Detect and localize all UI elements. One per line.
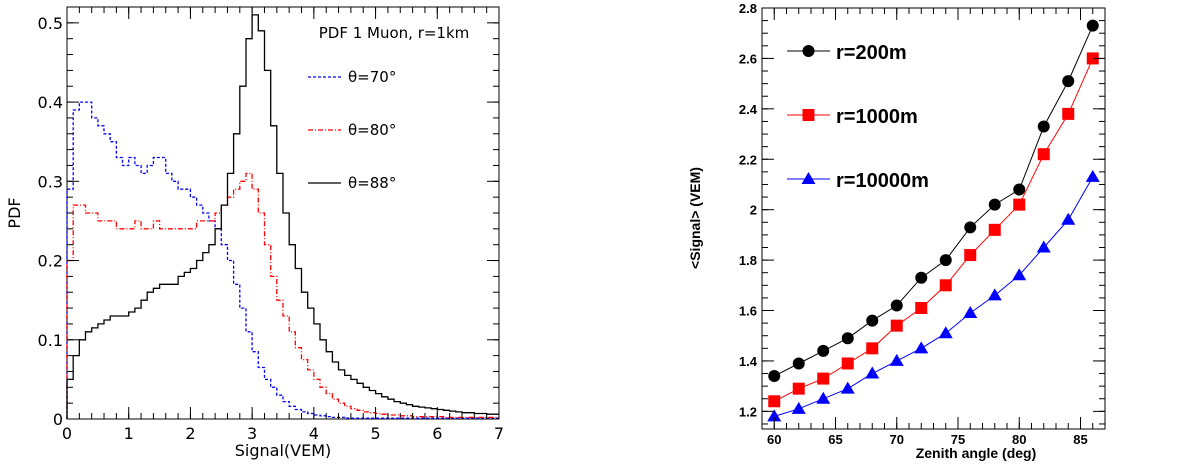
- left-legend: θ=70° θ=80° θ=88°: [308, 68, 396, 192]
- right-series-r-200m-point: [964, 221, 977, 234]
- left-x-tick-label: 7: [494, 424, 504, 443]
- left-x-tick-label: 5: [370, 424, 380, 443]
- left-y-axis-label: PDF: [5, 197, 24, 228]
- right-series-r-200m-point: [1062, 75, 1075, 88]
- right-axes: 60 65 70 75 80 85 1.2 1.4 1.6 1.8 2 2.2 2.4 2.6 2.8: [739, 1, 1106, 447]
- right-series-r-10000m-point: [840, 381, 855, 394]
- left-x-tick-label: 4: [309, 424, 319, 443]
- right-x-tick-label: 60: [767, 432, 781, 447]
- right-y-tick-label: 2.8: [739, 1, 757, 16]
- right-series-r-200m-point: [939, 254, 952, 267]
- right-y-tick-label: 2.6: [739, 51, 757, 66]
- right-legend-label-r-200m: r=200m: [836, 42, 907, 64]
- right-legend-label-r-1000m: r=1000m: [836, 106, 918, 128]
- right-y-tick-label: 2: [750, 203, 757, 218]
- right-x-tick-label: 85: [1073, 432, 1087, 447]
- right-y-tick-label: 1.2: [739, 404, 757, 419]
- left-x-tick-label: 0: [62, 424, 72, 443]
- right-series-r-10000m-point: [1036, 240, 1051, 253]
- left-legend-label-70: θ=70°: [348, 68, 396, 86]
- right-legend: r=200m r=1000m r=10000m: [787, 42, 929, 192]
- left-series-88-line: [66, 14, 499, 419]
- right-series-r-200m-point: [1037, 120, 1050, 133]
- right-series-r-1000m-point: [939, 279, 952, 292]
- right-series-r-200m-point: [817, 344, 830, 357]
- left-chart: 0 1 2 3 4 5 6 7 0 0.1 0.2 0.3 0.4 0.5 PDF 1 Muon, r=1…: [5, 6, 504, 460]
- left-x-tick-label: 6: [432, 424, 442, 443]
- left-x-tick-label: 3: [247, 424, 257, 443]
- right-x-axis-label: Zenith angle (deg): [916, 445, 1037, 461]
- right-series-r-1000m-point: [964, 249, 977, 262]
- right-x-tick-label: 65: [828, 432, 842, 447]
- right-y-tick-label: 1.8: [739, 253, 757, 268]
- left-y-tick-label: 0: [53, 410, 63, 429]
- right-y-tick-label: 2.4: [739, 102, 758, 117]
- right-series-r-1000m-point: [841, 357, 854, 370]
- left-x-tick-label: 2: [185, 424, 195, 443]
- right-series-r-1000m-point: [988, 223, 1001, 236]
- right-series-r-1000m-point: [1037, 148, 1050, 161]
- left-axes: 0 1 2 3 4 5 6 7 0 0.1 0.2 0.3 0.4 0.5: [38, 6, 504, 443]
- left-x-axis-label: Signal(VEM): [235, 441, 332, 460]
- right-series-r-200m-point: [988, 198, 1001, 211]
- right-series-r-10000m-point: [889, 353, 904, 366]
- right-series-r-1000m-point: [768, 395, 781, 408]
- right-series-r-200m-point: [841, 332, 854, 345]
- right-series-r-1000m-point: [1086, 52, 1099, 65]
- right-series-r-10000m-point: [816, 391, 831, 404]
- right-series-group: [767, 19, 1100, 422]
- right-series-r-1000m-point: [817, 372, 830, 385]
- right-y-tick-label: 2.2: [739, 152, 757, 167]
- right-series-r-10000m-point: [938, 326, 953, 339]
- right-series-r-10000m-point: [987, 288, 1002, 301]
- right-legend-marker-r-1000m: [802, 109, 815, 121]
- right-legend-marker-r-10000m: [801, 172, 816, 184]
- left-y-tick-label: 0.5: [38, 14, 63, 33]
- right-x-tick-label: 80: [1012, 432, 1026, 447]
- right-y-axis-label: <Signal> (VEM): [687, 167, 703, 269]
- right-series-r-10000m-point: [791, 401, 806, 414]
- right-series-r-200m-point: [1013, 183, 1026, 196]
- right-series-r-1000m-point: [1013, 198, 1026, 211]
- right-series-r-10000m-point: [865, 366, 880, 379]
- right-series-r-200m-point: [792, 357, 805, 370]
- right-legend-marker-r-200m: [802, 45, 815, 57]
- right-series-r-10000m-point: [1061, 212, 1076, 225]
- right-series-r-10000m-point: [767, 409, 782, 422]
- right-series-r-1000m-point: [792, 382, 805, 395]
- right-x-tick-label: 75: [951, 432, 965, 447]
- right-chart: 60 65 70 75 80 85 1.2 1.4 1.6 1.8 2 2.2 2.4 2.6 2.8 r=…: [687, 1, 1106, 461]
- left-legend-label-80: θ=80°: [348, 121, 396, 139]
- left-y-tick-label: 0.4: [38, 93, 63, 112]
- right-series-r-200m-point: [915, 271, 928, 284]
- right-series-r-1000m-point: [1062, 107, 1075, 120]
- left-y-tick-label: 0.2: [38, 252, 63, 271]
- left-y-tick-label: 0.3: [38, 172, 63, 191]
- right-series-r-200m-point: [768, 370, 781, 383]
- left-series-70-line: [66, 101, 499, 419]
- right-legend-label-r-10000m: r=10000m: [836, 170, 929, 192]
- right-series-r-1000m-point: [866, 342, 879, 355]
- right-series-r-10000m-point: [963, 306, 978, 319]
- right-series-r-10000m-point: [1012, 268, 1027, 281]
- right-series-r-200m-point: [866, 314, 879, 327]
- right-series-r-200m-point: [890, 299, 903, 312]
- left-chart-title: PDF 1 Muon, r=1km: [319, 24, 470, 42]
- left-legend-label-88: θ=88°: [348, 174, 396, 192]
- right-y-tick-label: 1.6: [739, 304, 757, 319]
- left-x-tick-label: 1: [124, 424, 134, 443]
- right-x-tick-label: 70: [890, 432, 904, 447]
- right-series-r-1000m-point: [890, 319, 903, 332]
- right-series-r-10000m-point: [1085, 169, 1100, 182]
- right-series-r-200m-point: [1086, 19, 1099, 32]
- right-y-tick-label: 1.4: [739, 354, 758, 369]
- right-series-r-1000m-point: [915, 301, 928, 314]
- left-y-tick-label: 0.1: [38, 331, 63, 350]
- right-series-r-10000m-point: [914, 341, 929, 354]
